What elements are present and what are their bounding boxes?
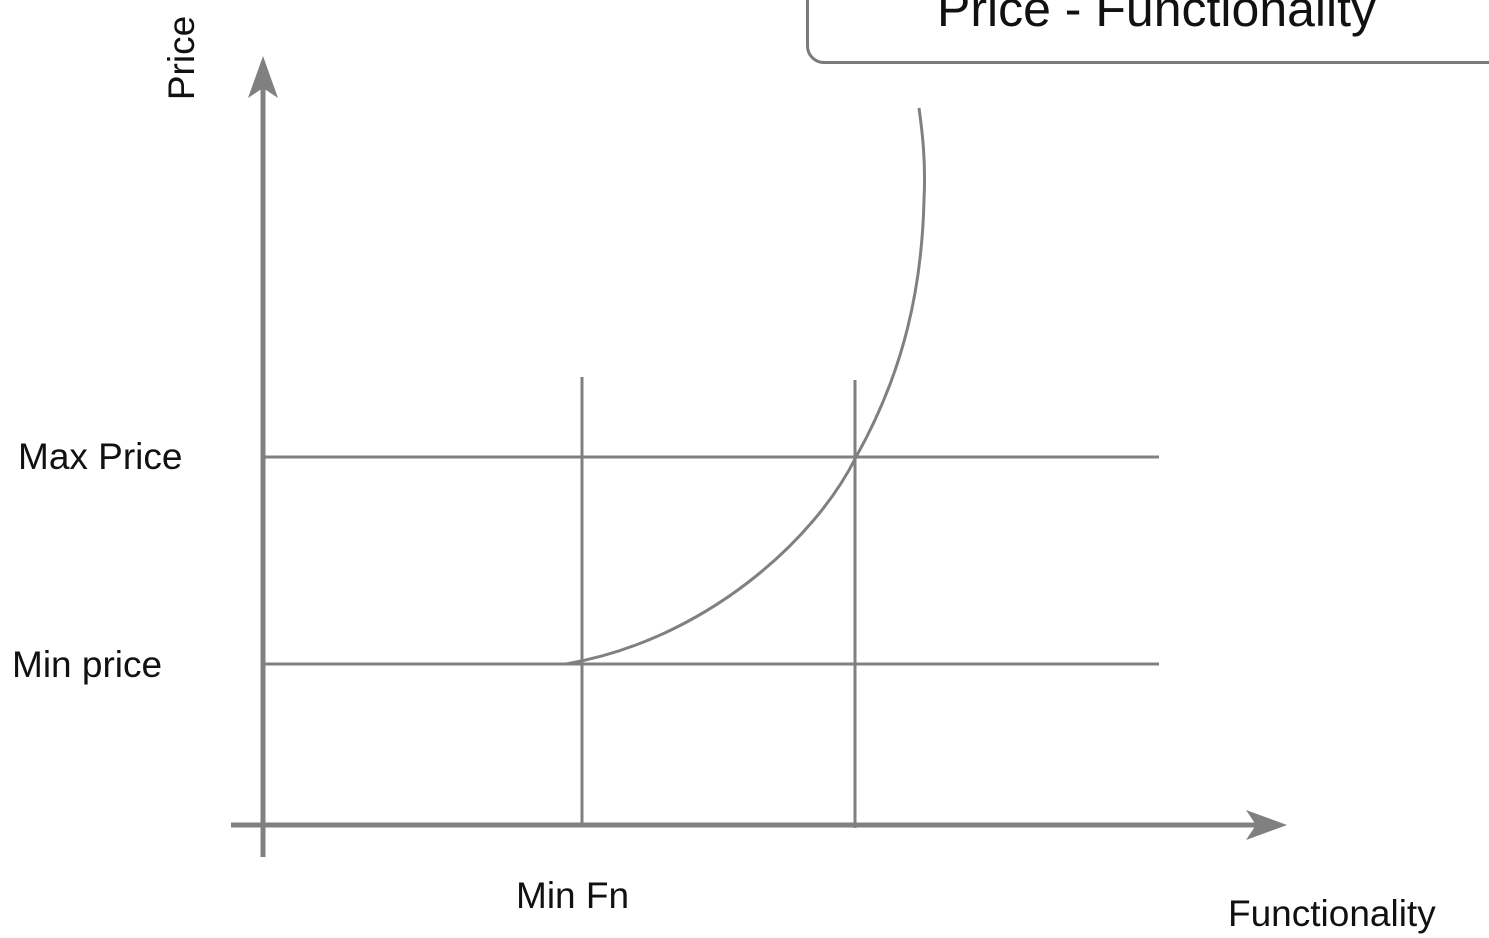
y-axis-arrowhead xyxy=(248,56,278,98)
x-axis-label: Functionality xyxy=(1228,893,1436,934)
x-axis-arrowhead xyxy=(1246,810,1287,840)
y-axis-label: Price xyxy=(161,15,203,101)
price-functionality-curve xyxy=(565,107,927,666)
max-price-label: Max Price xyxy=(18,436,183,477)
min-fn-label: Min Fn xyxy=(516,875,630,916)
title-box: Price - Functionality xyxy=(806,0,1489,64)
diagram-title: Price - Functionality xyxy=(937,0,1377,37)
min-price-label: Min price xyxy=(12,644,163,685)
